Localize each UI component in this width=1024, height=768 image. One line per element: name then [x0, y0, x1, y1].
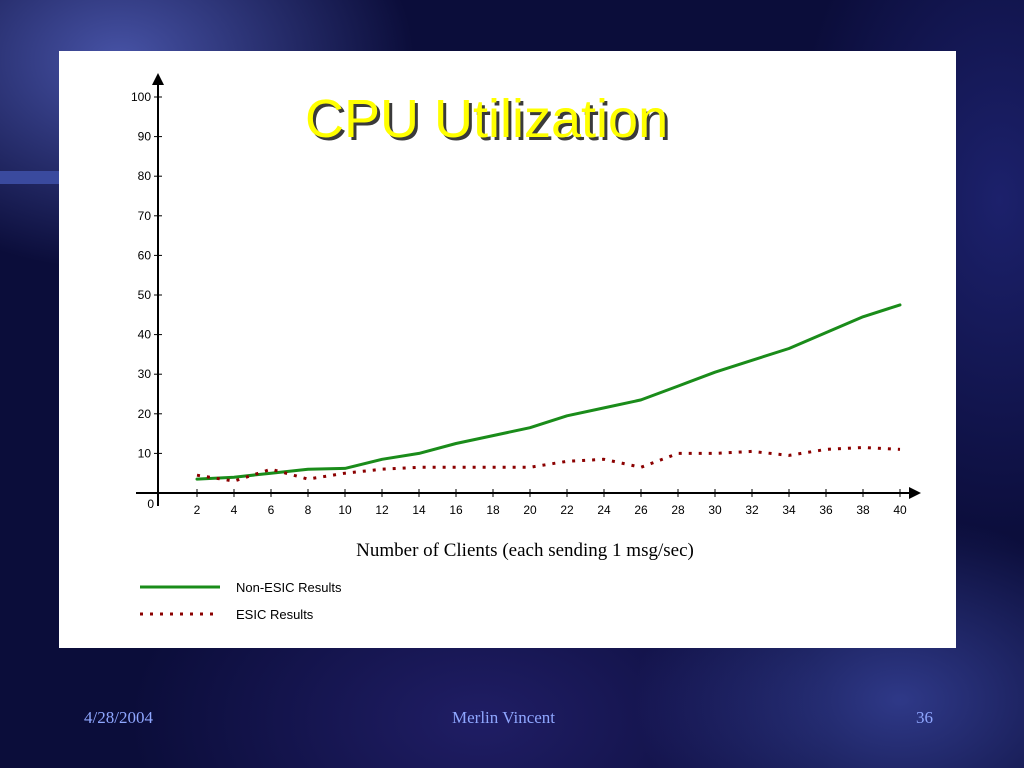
y-tick-label: 30	[138, 367, 152, 381]
slide-title: CPU Utilization	[305, 89, 669, 149]
y-tick-label: 100	[131, 90, 151, 104]
y-axis-arrow	[152, 73, 164, 85]
legend-label-2: ESIC Results	[236, 607, 314, 622]
footer-date: 4/28/2004	[84, 708, 153, 727]
y-tick-label: 70	[138, 209, 152, 223]
y-tick-label: 20	[138, 407, 152, 421]
legend-label-1: Non-ESIC Results	[236, 580, 342, 595]
accent-bar	[0, 171, 62, 184]
x-tick-label: 24	[597, 503, 611, 517]
x-tick-label: 38	[856, 503, 870, 517]
x-axis-arrow	[909, 487, 921, 499]
series-line-2	[196, 446, 901, 483]
x-tick-label: 36	[819, 503, 833, 517]
y-tick-label: 0	[147, 497, 154, 511]
x-tick-label: 4	[231, 503, 238, 517]
x-tick-label: 16	[449, 503, 463, 517]
y-tick-label: 40	[138, 328, 152, 342]
x-axis-title: Number of Clients (each sending 1 msg/se…	[356, 540, 694, 561]
x-tick-label: 30	[708, 503, 722, 517]
x-tick-label: 40	[893, 503, 907, 517]
x-tick-label: 34	[782, 503, 796, 517]
series-line-1	[195, 303, 902, 481]
x-tick-label: 8	[305, 503, 312, 517]
x-tick-label: 14	[412, 503, 426, 517]
x-tick-label: 26	[634, 503, 648, 517]
x-tick-label: 28	[671, 503, 685, 517]
x-tick-label: 2	[194, 503, 201, 517]
footer-author: Merlin Vincent	[452, 708, 556, 727]
x-tick-label: 12	[375, 503, 389, 517]
y-tick-label: 60	[138, 248, 152, 262]
footer-page-number: 36	[916, 708, 933, 727]
y-tick-label: 50	[138, 288, 152, 302]
x-tick-label: 18	[486, 503, 500, 517]
x-tick-label: 6	[268, 503, 275, 517]
x-tick-label: 20	[523, 503, 537, 517]
y-tick-label: 10	[138, 446, 152, 460]
x-tick-label: 10	[338, 503, 352, 517]
y-tick-label: 90	[138, 130, 152, 144]
x-tick-label: 32	[745, 503, 759, 517]
x-tick-label: 22	[560, 503, 574, 517]
y-tick-label: 80	[138, 169, 152, 183]
chart-panel: 0 10 20 30 40 50 60 70 80 90 100 2 4 6 8 10 12 14 16 18 20 22…	[59, 51, 956, 648]
